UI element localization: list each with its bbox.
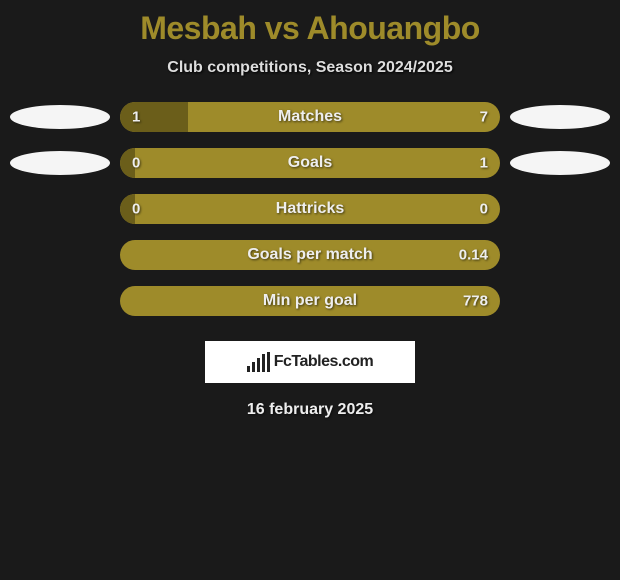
- avatar-left: [10, 148, 110, 178]
- logo-bars-icon: [247, 352, 270, 372]
- date-label: 16 february 2025: [0, 401, 620, 419]
- stat-label: Min per goal: [263, 292, 357, 310]
- stat-label: Goals: [288, 154, 332, 172]
- stat-right-value: 1: [480, 155, 488, 172]
- stat-bar: Min per goal 778: [120, 286, 500, 316]
- stat-rows: 1 Matches 7 0 Goals 1 0 Hattricks 0: [0, 102, 620, 316]
- avatar-left: [10, 102, 110, 132]
- stat-bar: 1 Matches 7: [120, 102, 500, 132]
- stat-label: Matches: [278, 108, 342, 126]
- logo-text: FcTables.com: [274, 353, 374, 371]
- source-logo[interactable]: FcTables.com: [205, 341, 415, 383]
- stat-row-matches: 1 Matches 7: [10, 102, 610, 132]
- comparison-card: Mesbah vs Ahouangbo Club competitions, S…: [0, 0, 620, 429]
- stat-bar: Goals per match 0.14: [120, 240, 500, 270]
- stat-bar: 0 Hattricks 0: [120, 194, 500, 224]
- stat-row-goals: 0 Goals 1: [10, 148, 610, 178]
- subtitle: Club competitions, Season 2024/2025: [0, 59, 620, 77]
- stat-left-value: 1: [132, 109, 140, 126]
- avatar-right: [510, 102, 610, 132]
- stat-row-min-per-goal: Min per goal 778: [10, 286, 610, 316]
- stat-bar: 0 Goals 1: [120, 148, 500, 178]
- stat-row-goals-per-match: Goals per match 0.14: [10, 240, 610, 270]
- stat-right-value: 0.14: [459, 247, 488, 264]
- stat-right-value: 778: [463, 293, 488, 310]
- avatar-right: [510, 148, 610, 178]
- stat-row-hattricks: 0 Hattricks 0: [10, 194, 610, 224]
- page-title: Mesbah vs Ahouangbo: [0, 10, 620, 47]
- stat-label: Goals per match: [247, 246, 372, 264]
- stat-label: Hattricks: [276, 200, 344, 218]
- stat-right-value: 0: [480, 201, 488, 218]
- stat-left-value: 0: [132, 201, 140, 218]
- stat-right-value: 7: [480, 109, 488, 126]
- bar-fill: [120, 102, 188, 132]
- stat-left-value: 0: [132, 155, 140, 172]
